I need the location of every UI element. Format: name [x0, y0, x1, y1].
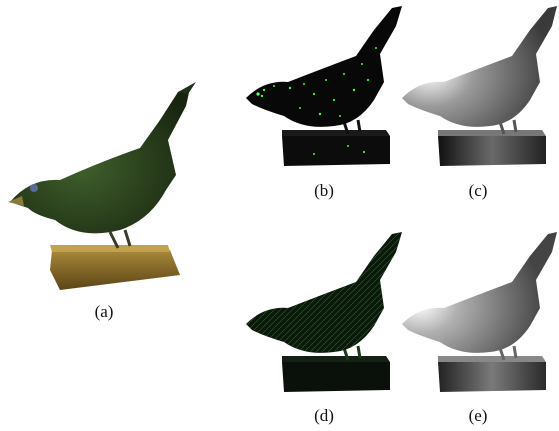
caption-a: (a) [94, 302, 114, 321]
panel-a-image [0, 80, 200, 295]
caption-b: (b) [314, 181, 334, 200]
green-feature-points [256, 47, 377, 155]
caption-d: (d) [314, 406, 334, 425]
caption-e: (e) [468, 406, 488, 425]
panel-d-image [244, 232, 404, 397]
panel-b-image [244, 4, 404, 174]
caption-c: (c) [468, 181, 488, 200]
panel-c-image [398, 4, 558, 174]
panel-e-image [398, 232, 558, 397]
